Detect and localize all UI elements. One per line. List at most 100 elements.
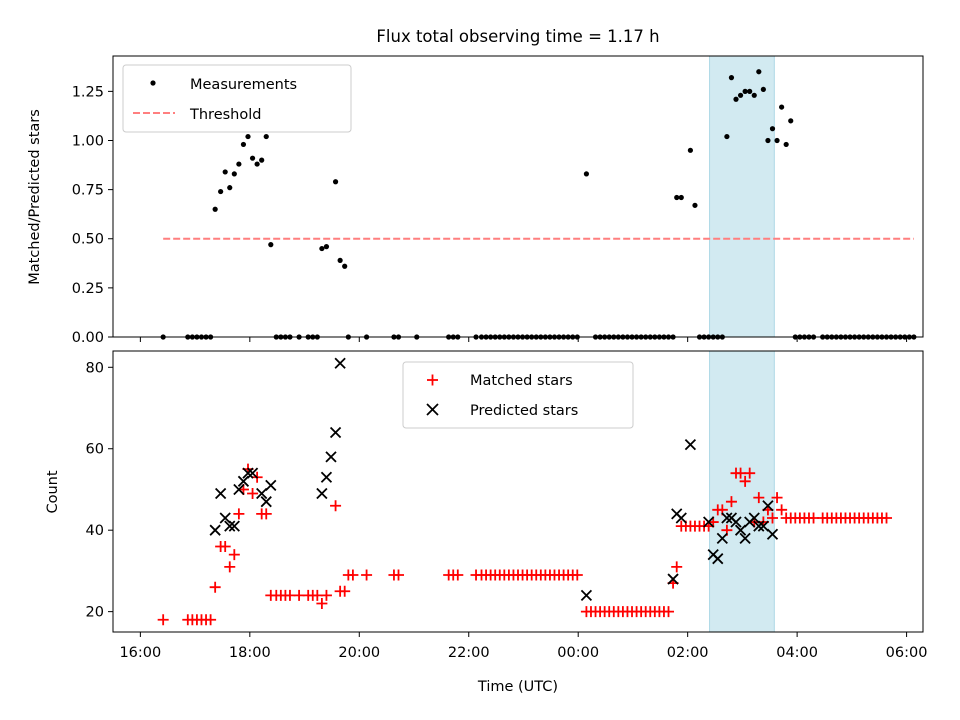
measurement-point bbox=[687, 147, 693, 153]
matched-star-point bbox=[571, 569, 583, 581]
measurement-point bbox=[674, 194, 680, 201]
legend-predicted-marker bbox=[426, 403, 439, 416]
y-tick-label: 60 bbox=[86, 442, 104, 458]
matched-star-point bbox=[316, 597, 328, 609]
measurement-point bbox=[263, 133, 269, 140]
predicted-star-point bbox=[260, 496, 272, 508]
predicted-star-point bbox=[325, 451, 337, 463]
y-tick-label: 1.25 bbox=[72, 84, 104, 100]
measurement-point bbox=[245, 133, 251, 140]
measurement-point bbox=[236, 161, 242, 167]
measurement-point bbox=[742, 88, 748, 94]
predicted-star-point bbox=[766, 528, 779, 540]
measurement-point bbox=[747, 88, 753, 94]
matched-star-point bbox=[347, 569, 359, 581]
predicted-star-point bbox=[224, 520, 236, 532]
measurement-point bbox=[733, 96, 739, 102]
measurement-point bbox=[254, 161, 260, 167]
predicted-star-point bbox=[237, 475, 250, 487]
measurement-point bbox=[737, 92, 744, 98]
legend-measurements-marker bbox=[150, 80, 156, 86]
measurement-point bbox=[231, 171, 237, 177]
predicted-star-point bbox=[320, 471, 333, 483]
measurement-point bbox=[319, 245, 325, 252]
ratio-y-axis-label: Matched/Predicted stars bbox=[27, 109, 43, 285]
matched-star-point bbox=[452, 569, 464, 581]
predicted-star-point bbox=[214, 487, 227, 500]
x-axis-label: Time (UTC) bbox=[477, 679, 558, 695]
x-tick-label: 18:00 bbox=[229, 645, 271, 661]
highlight-span bbox=[709, 55, 775, 338]
predicted-star-point bbox=[667, 573, 679, 585]
matched-star-point bbox=[219, 540, 231, 552]
predicted-star-point bbox=[209, 524, 221, 536]
matched-star-point bbox=[776, 504, 788, 516]
count-y-axis: 20 40 60 80 bbox=[86, 360, 113, 621]
ratio-panel: 0.00 0.25 0.50 0.75 1.00 1.25 Matched/Predict… bbox=[27, 55, 924, 346]
measurement-point bbox=[342, 263, 348, 269]
matched-star-point bbox=[881, 512, 893, 524]
predicted-star-point bbox=[219, 512, 231, 524]
measurement-point bbox=[222, 169, 228, 175]
y-tick-label: 0.00 bbox=[72, 330, 104, 346]
y-tick-label: 20 bbox=[86, 605, 104, 621]
y-tick-label: 80 bbox=[86, 360, 104, 376]
y-tick-label: 0.75 bbox=[72, 183, 104, 199]
observing-window bbox=[709, 55, 775, 338]
y-tick-label: 0.50 bbox=[72, 232, 104, 248]
x-tick-label: 00:00 bbox=[557, 645, 599, 661]
measurement-point bbox=[760, 86, 766, 93]
matched-star-point bbox=[224, 561, 236, 573]
predicted-star-point bbox=[265, 479, 277, 492]
matched-star-point bbox=[157, 614, 169, 626]
predicted-star-point bbox=[228, 520, 240, 532]
predicted-star-point bbox=[246, 467, 259, 479]
predicted-star-point bbox=[316, 487, 328, 500]
predicted-star-point bbox=[675, 512, 687, 524]
measurement-point bbox=[765, 137, 771, 144]
predicted-star-point bbox=[703, 516, 715, 528]
predicted-star-point bbox=[748, 512, 760, 524]
legend-predicted-label: Predicted stars bbox=[470, 403, 578, 419]
measurement-point bbox=[259, 157, 265, 163]
matched-star-point bbox=[228, 549, 240, 561]
x-tick-label: 20:00 bbox=[338, 645, 380, 661]
ratio-panel-frame bbox=[112, 55, 924, 338]
measurement-point bbox=[774, 137, 780, 144]
measurement-point bbox=[751, 92, 757, 98]
y-tick-label: 1.00 bbox=[72, 133, 104, 149]
matched-star-point bbox=[725, 496, 737, 508]
predicted-star-point bbox=[580, 589, 593, 601]
measurement-point bbox=[783, 141, 789, 148]
measurement-point bbox=[268, 242, 274, 248]
legend-matched-label: Matched stars bbox=[470, 373, 573, 389]
x-tick-label: 16:00 bbox=[119, 645, 161, 661]
measurement-point bbox=[332, 179, 339, 185]
predicted-star-point bbox=[757, 520, 770, 532]
ratio-y-axis: 0.00 0.25 0.50 0.75 1.00 1.25 bbox=[72, 84, 113, 346]
matched-star-point bbox=[744, 467, 756, 479]
measurement-point bbox=[788, 118, 794, 124]
measurement-point bbox=[212, 206, 218, 212]
ratio-legend: Measurements Threshold bbox=[122, 64, 352, 133]
measurement-point bbox=[583, 171, 590, 177]
predicted-star-point bbox=[734, 524, 747, 536]
predicted-star-point bbox=[334, 357, 346, 369]
x-tick-label: 04:00 bbox=[776, 645, 818, 661]
predicted-star-point bbox=[762, 500, 774, 512]
matched-star-point bbox=[739, 475, 751, 487]
count-plot-area bbox=[157, 357, 893, 626]
matched-star-point bbox=[330, 500, 342, 512]
predicted-star-point bbox=[753, 520, 765, 532]
ratio-x-ticks bbox=[139, 337, 908, 342]
measurement-point bbox=[756, 69, 762, 75]
x-tick-label: 06:00 bbox=[886, 645, 928, 661]
measurement-point bbox=[227, 185, 233, 191]
measurement-point bbox=[678, 194, 684, 201]
matched-star-point bbox=[361, 569, 373, 581]
y-tick-label: 40 bbox=[86, 523, 104, 539]
measurement-point bbox=[728, 75, 735, 81]
predicted-star-point bbox=[329, 426, 342, 439]
measurement-point bbox=[692, 202, 698, 208]
